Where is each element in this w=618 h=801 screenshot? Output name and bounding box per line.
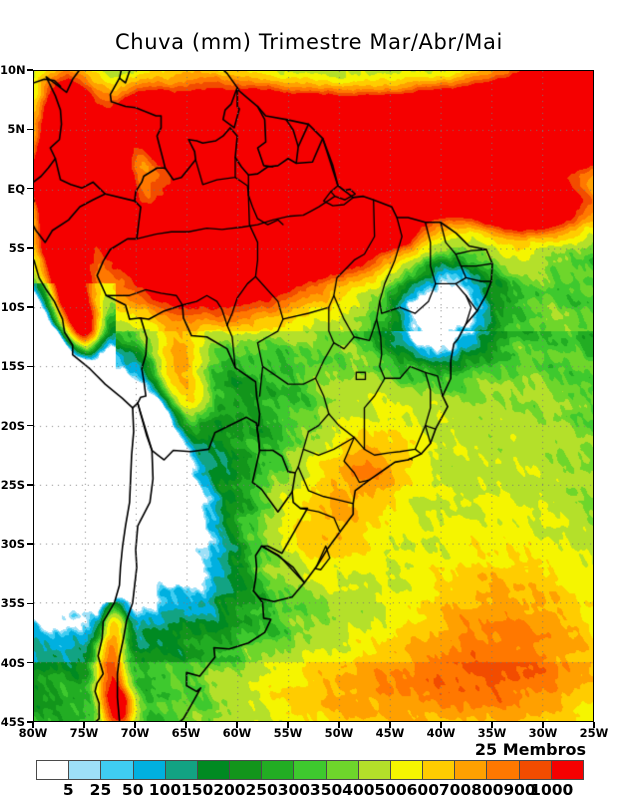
x-axis-label: 60W (222, 726, 252, 740)
colorbar-swatch (101, 761, 134, 779)
x-axis-tick (542, 722, 544, 728)
x-axis-label: 25W (579, 726, 609, 740)
colorbar-swatch (390, 761, 424, 779)
colorbar-tick-label: 900 (503, 781, 536, 799)
x-axis-tick (83, 722, 85, 728)
y-axis-tick (27, 69, 33, 71)
y-axis-tick (27, 661, 33, 664)
y-axis-label: EQ (7, 181, 25, 196)
y-axis-label: 5S (8, 240, 25, 255)
y-axis-label: 45S (0, 715, 25, 729)
y-axis-label: 35S (0, 596, 25, 611)
colorbar-swatch (455, 761, 488, 779)
colorbar-tick-label: 500 (374, 781, 407, 799)
x-axis-label: 50W (324, 726, 354, 740)
y-axis-tick (27, 543, 33, 545)
x-axis-tick (338, 722, 340, 728)
members-count-label: 25 Membros (474, 740, 586, 759)
x-axis-tick (236, 722, 238, 728)
x-axis-tick (134, 722, 136, 728)
y-axis-tick (27, 365, 33, 368)
map-plot-area (33, 70, 594, 722)
x-axis-tick (440, 722, 442, 728)
colorbar-tick-label: 250 (245, 781, 278, 799)
x-axis-label: 35W (477, 726, 507, 740)
y-axis-tick (27, 721, 33, 723)
colorbar-swatch (165, 761, 198, 779)
x-axis-label: 55W (273, 726, 303, 740)
colorbar-swatch (487, 761, 520, 779)
colorbar-swatch (358, 761, 391, 779)
y-axis-label: 5N (7, 122, 25, 137)
colorbar-swatch (133, 761, 166, 779)
colorbar-swatch (423, 761, 456, 779)
colorbar-tick-label: 800 (471, 781, 504, 799)
colorbar-tick-label: 400 (342, 781, 375, 799)
colorbar-tick-label: 150 (180, 781, 214, 799)
colorbar-swatch (37, 761, 70, 779)
x-axis-label: 40W (426, 726, 456, 740)
colorbar-tick-label: 300 (277, 781, 311, 799)
colorbar-tick-label: 700 (438, 781, 472, 799)
colorbar-tick-label: 50 (121, 781, 144, 799)
x-axis-label: 45W (375, 726, 405, 740)
colorbar-swatches (36, 760, 584, 780)
colorbar-swatch (294, 761, 327, 779)
colorbar-swatch (230, 761, 263, 779)
colorbar-swatch (69, 761, 102, 779)
colorbar-swatch (519, 761, 552, 779)
y-axis-tick (27, 306, 33, 308)
y-axis-label: 25S (0, 477, 25, 492)
x-axis-label: 80W (18, 726, 48, 740)
colorbar-swatch (326, 761, 359, 779)
colorbar-swatch (197, 761, 231, 779)
x-axis-label: 65W (171, 726, 201, 740)
y-axis-tick (27, 187, 33, 190)
y-axis-label: 30S (0, 537, 25, 552)
x-axis-label: 75W (69, 726, 99, 740)
y-axis-label: 20S (0, 418, 25, 433)
colorbar-tick-label: 5 (62, 781, 74, 799)
colorbar-tick-label: 200 (213, 781, 246, 799)
colorbar-swatch (262, 761, 295, 779)
y-axis-tick (27, 128, 33, 131)
x-axis-label: 70W (120, 726, 150, 740)
x-axis-tick (32, 722, 34, 728)
x-axis-tick (185, 722, 187, 728)
y-axis-label: 10S (0, 300, 25, 315)
x-axis-label: 30W (528, 726, 558, 740)
colorbar-tick-labels: 5 25 50 100 150 200 250 300 350 400 500 600 700 800 90… (36, 781, 584, 801)
y-axis-tick (27, 424, 33, 427)
y-axis-tick (27, 247, 33, 249)
colorbar-tick-label: 600 (406, 781, 439, 799)
precipitation-heatmap-canvas (34, 71, 593, 721)
colorbar-tick-label: 1000 (530, 781, 574, 799)
colorbar-swatch (551, 761, 583, 779)
page-title: Chuva (mm) Trimestre Mar/Abr/Mai (115, 30, 503, 54)
colorbar-tick-label: 100 (148, 781, 182, 799)
y-axis-tick (27, 602, 33, 605)
colorbar (36, 760, 584, 780)
colorbar-tick-label: 350 (309, 781, 343, 799)
colorbar-tick-label: 25 (89, 781, 112, 799)
x-axis-tick (287, 722, 289, 728)
x-axis-tick (389, 722, 391, 728)
y-axis-label: 40S (0, 655, 25, 670)
y-axis-label: 15S (0, 359, 25, 374)
x-axis-tick (491, 722, 493, 728)
x-axis-tick (593, 722, 595, 728)
y-axis-label: 10N (0, 63, 26, 77)
y-axis-tick (27, 484, 33, 486)
